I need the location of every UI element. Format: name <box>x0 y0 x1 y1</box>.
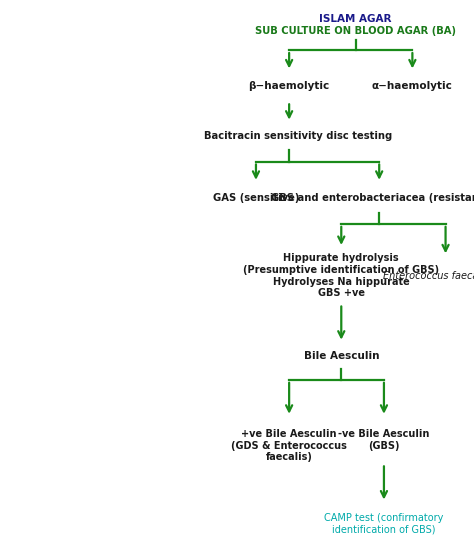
Text: α−haemolytic: α−haemolytic <box>372 81 453 91</box>
Text: CAMP test (confirmatory
identification of GBS): CAMP test (confirmatory identification o… <box>324 513 444 534</box>
Text: Bile Aesculin: Bile Aesculin <box>303 351 379 361</box>
Text: Bacitracin sensitivity disc testing: Bacitracin sensitivity disc testing <box>204 131 393 141</box>
Text: SUB CULTURE ON BLOOD AGAR (BA): SUB CULTURE ON BLOOD AGAR (BA) <box>255 26 456 36</box>
Text: Hippurate hydrolysis
(Presumptive identification of GBS)
Hydrolyses Na hippurate: Hippurate hydrolysis (Presumptive identi… <box>243 253 439 298</box>
Text: β−haemolytic: β−haemolytic <box>248 81 330 91</box>
Text: GAS (sensitive): GAS (sensitive) <box>213 193 299 203</box>
Text: -ve Bile Aesculin
(GBS): -ve Bile Aesculin (GBS) <box>338 429 429 451</box>
Text: ISLAM AGAR: ISLAM AGAR <box>319 14 392 25</box>
Text: GBS and enterobacteriacea (resistant): GBS and enterobacteriacea (resistant) <box>271 193 474 203</box>
Text: +ve Bile Aesculin
(GDS & Enterococcus
faecalis): +ve Bile Aesculin (GDS & Enterococcus fa… <box>231 429 347 462</box>
Text: Enterococcus faecalis -ve: Enterococcus faecalis -ve <box>383 271 474 281</box>
